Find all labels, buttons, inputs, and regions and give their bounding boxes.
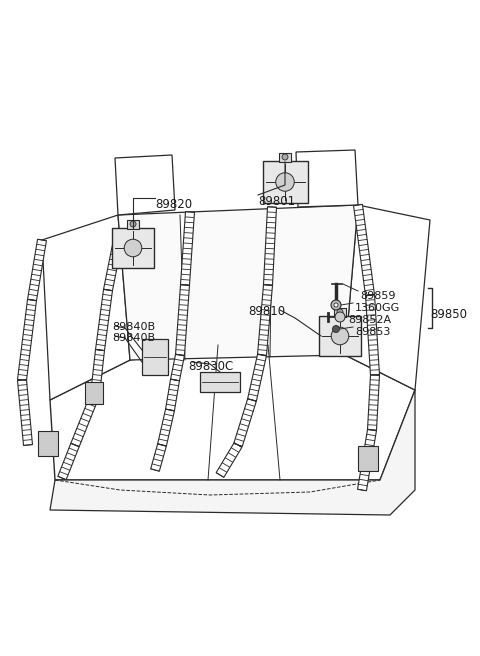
Text: 89852A: 89852A [348, 315, 391, 325]
Text: 89810: 89810 [248, 305, 285, 318]
Text: 89830C: 89830C [188, 360, 233, 373]
Polygon shape [264, 207, 276, 285]
Polygon shape [18, 299, 36, 380]
Polygon shape [365, 295, 380, 375]
Polygon shape [234, 399, 256, 446]
Bar [358, 445, 378, 470]
Polygon shape [296, 150, 358, 207]
Polygon shape [216, 443, 242, 478]
Polygon shape [115, 155, 175, 215]
Polygon shape [151, 444, 167, 471]
Polygon shape [42, 215, 130, 400]
Bar [142, 339, 168, 375]
Circle shape [282, 154, 288, 160]
Polygon shape [157, 409, 174, 446]
Polygon shape [354, 205, 374, 296]
Polygon shape [368, 375, 380, 430]
Polygon shape [50, 345, 415, 480]
Polygon shape [17, 380, 33, 445]
Bar [127, 220, 139, 229]
Circle shape [333, 325, 339, 333]
Circle shape [334, 303, 338, 307]
Text: 89853: 89853 [355, 327, 390, 337]
Polygon shape [358, 429, 376, 491]
Polygon shape [176, 285, 190, 356]
Polygon shape [345, 205, 430, 390]
Bar [200, 372, 240, 392]
Bar [334, 308, 346, 317]
Bar [112, 228, 154, 268]
Circle shape [331, 300, 341, 310]
Polygon shape [180, 212, 194, 285]
Text: 1360GG: 1360GG [355, 303, 400, 313]
Polygon shape [27, 239, 47, 300]
Circle shape [335, 312, 345, 322]
Bar [85, 382, 103, 404]
Polygon shape [118, 205, 358, 360]
Text: 89859: 89859 [360, 291, 396, 301]
Polygon shape [104, 229, 124, 291]
Polygon shape [71, 394, 99, 447]
Polygon shape [50, 390, 415, 515]
Text: 89840B: 89840B [112, 322, 155, 332]
Bar [38, 430, 58, 455]
Polygon shape [170, 354, 184, 381]
Bar [279, 153, 291, 162]
Polygon shape [96, 289, 112, 350]
Bar [319, 316, 361, 356]
Polygon shape [58, 443, 79, 480]
Circle shape [130, 221, 136, 227]
Text: 89801: 89801 [258, 195, 295, 208]
Circle shape [124, 239, 142, 256]
Polygon shape [248, 354, 266, 401]
Polygon shape [91, 350, 105, 396]
Polygon shape [166, 379, 180, 411]
Circle shape [337, 309, 343, 315]
Polygon shape [257, 285, 273, 356]
Text: 89850: 89850 [430, 308, 467, 321]
Circle shape [331, 327, 349, 345]
Text: 89840B: 89840B [112, 333, 155, 343]
Text: 89820: 89820 [155, 198, 192, 211]
Circle shape [276, 173, 294, 192]
Bar [263, 161, 308, 203]
